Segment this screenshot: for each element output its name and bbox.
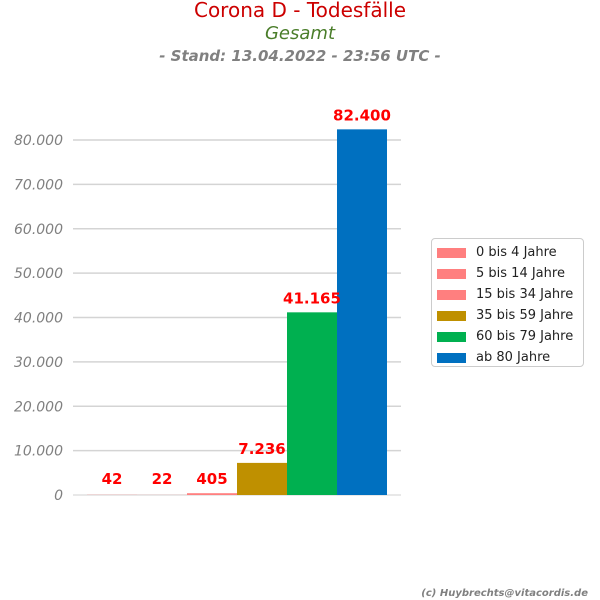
legend-item: 60 bis 79 Jahre bbox=[437, 326, 583, 347]
y-tick-label: 10.000 bbox=[14, 444, 63, 460]
y-tick-label: 20.000 bbox=[14, 399, 63, 415]
credit-text: (c) Huybrechts@vitacordis.de bbox=[421, 588, 588, 599]
y-tick-label: 40.000 bbox=[14, 311, 63, 327]
y-tick-label: 70.000 bbox=[14, 177, 63, 193]
legend-swatch bbox=[437, 268, 466, 279]
data-label: 7.236 bbox=[238, 440, 285, 458]
y-tick-label: 0 bbox=[54, 488, 63, 504]
data-label: 22 bbox=[152, 470, 173, 488]
data-label: 41.165 bbox=[283, 289, 341, 307]
y-tick-label: 30.000 bbox=[14, 355, 63, 371]
chart-subtitle: Gesamt bbox=[264, 23, 336, 44]
legend-item: ab 80 Jahre bbox=[437, 347, 583, 368]
legend-label: 60 bis 79 Jahre bbox=[476, 329, 574, 344]
legend: 0 bis 4 Jahre 5 bis 14 Jahre 15 bis 34 Jah… bbox=[431, 238, 584, 367]
legend-item: 35 bis 59 Jahre bbox=[437, 305, 583, 326]
legend-item: 0 bis 4 Jahre bbox=[437, 242, 583, 263]
y-tick-label: 60.000 bbox=[14, 222, 63, 238]
bar bbox=[187, 493, 237, 495]
legend-label: 0 bis 4 Jahre bbox=[476, 245, 557, 260]
legend-label: ab 80 Jahre bbox=[476, 350, 551, 365]
chart-date-stand: - Stand: 13.04.2022 - 23:56 UTC - bbox=[159, 47, 441, 65]
legend-label: 15 bis 34 Jahre bbox=[476, 287, 574, 302]
bar bbox=[287, 312, 337, 495]
legend-swatch bbox=[437, 331, 466, 342]
data-label: 405 bbox=[196, 470, 227, 488]
y-tick-labels: 0 10.000 20.000 30.000 40.000 50.000 60.000 70.… bbox=[14, 133, 63, 504]
legend-swatch bbox=[437, 310, 466, 321]
legend-item: 15 bis 34 Jahre bbox=[437, 284, 583, 305]
chart-title: Corona D - Todesfälle bbox=[193, 0, 407, 22]
data-label: 42 bbox=[102, 470, 123, 488]
bar bbox=[337, 129, 387, 495]
legend-label: 5 bis 14 Jahre bbox=[476, 266, 565, 281]
y-tick-label: 80.000 bbox=[14, 133, 63, 149]
legend-item: 5 bis 14 Jahre bbox=[437, 263, 583, 284]
bars bbox=[87, 129, 387, 495]
bar bbox=[237, 462, 287, 495]
data-label: 82.400 bbox=[333, 106, 391, 124]
data-labels: 42 22 405 7.236 41.165 82.400 bbox=[102, 106, 391, 488]
legend-swatch bbox=[437, 247, 466, 258]
legend-label: 35 bis 59 Jahre bbox=[476, 308, 574, 323]
y-tick-label: 50.000 bbox=[14, 266, 63, 282]
legend-swatch bbox=[437, 289, 466, 300]
legend-swatch bbox=[437, 352, 466, 363]
